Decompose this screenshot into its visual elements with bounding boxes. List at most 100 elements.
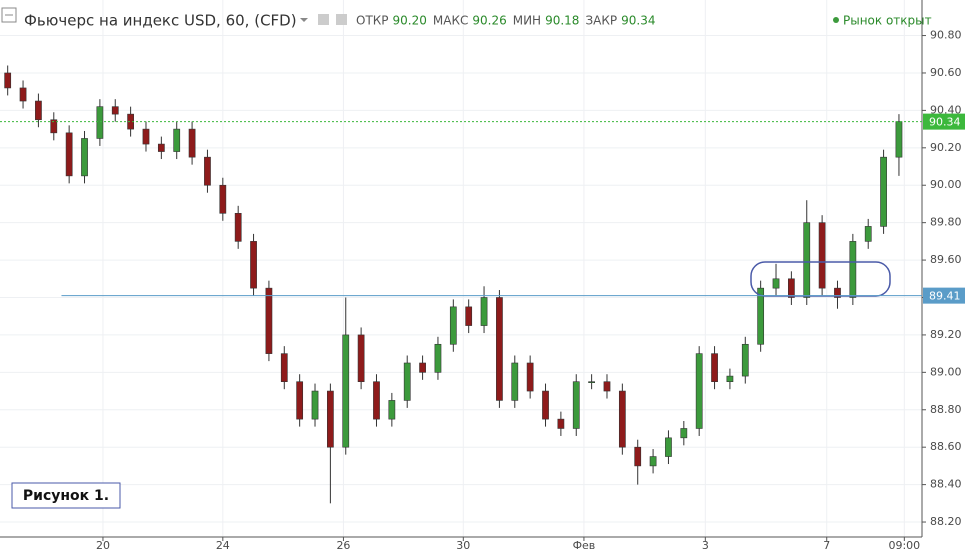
candle-body bbox=[280, 353, 288, 383]
dropdown-icon[interactable] bbox=[300, 18, 308, 22]
candle-body bbox=[50, 119, 58, 134]
candle-body bbox=[403, 362, 411, 401]
x-tick-label: 30 bbox=[456, 539, 470, 552]
candle-body bbox=[465, 306, 473, 326]
candle-body bbox=[111, 106, 119, 115]
candle-body bbox=[342, 334, 350, 448]
candle-body bbox=[557, 418, 565, 429]
price-label: 89.41 bbox=[929, 290, 961, 303]
candle-body bbox=[711, 353, 718, 383]
x-tick-label: 26 bbox=[336, 539, 350, 552]
ohlc-stats: ОТКР 90.20 МАКС 90.26 МИН 90.18 ЗАКР 90.34 bbox=[356, 14, 655, 28]
y-tick-label: 89.20 bbox=[930, 328, 962, 341]
y-tick-label: 90.00 bbox=[930, 178, 962, 191]
candle-body bbox=[419, 362, 426, 373]
x-tick-label: 20 bbox=[96, 539, 110, 552]
candle-body bbox=[726, 375, 734, 383]
candle-body bbox=[680, 428, 688, 439]
candle-body bbox=[96, 106, 104, 139]
candle-body bbox=[265, 287, 273, 354]
candle-body bbox=[588, 381, 595, 384]
settings-icon[interactable] bbox=[336, 14, 347, 25]
candle-body bbox=[327, 390, 334, 448]
stat-value: 90.18 bbox=[545, 14, 579, 28]
candle-body bbox=[81, 138, 88, 177]
candle-body bbox=[788, 278, 795, 298]
candle-body bbox=[834, 287, 841, 298]
y-tick-label: 88.60 bbox=[930, 440, 962, 453]
candle-body bbox=[449, 306, 457, 345]
candle-body bbox=[480, 297, 488, 326]
candle-body bbox=[142, 128, 150, 145]
y-tick-label: 90.40 bbox=[930, 103, 962, 116]
x-tick-label: 7 bbox=[823, 539, 830, 552]
y-tick-label: 89.00 bbox=[930, 365, 962, 378]
price-label-bg bbox=[923, 113, 965, 130]
candle-body bbox=[296, 381, 304, 420]
candle-body bbox=[803, 222, 811, 298]
candle-body bbox=[741, 343, 749, 377]
figure-label: Рисунок 1. bbox=[23, 488, 109, 504]
candle-body bbox=[757, 287, 765, 345]
candle-body bbox=[895, 121, 903, 158]
candle-body bbox=[526, 362, 534, 392]
grid bbox=[0, 0, 922, 537]
candle-body bbox=[35, 100, 42, 121]
candle-body bbox=[665, 437, 672, 457]
x-tick-label: 24 bbox=[216, 539, 230, 552]
figure-label-box bbox=[11, 482, 121, 509]
candle-body bbox=[204, 156, 211, 186]
candle-body bbox=[695, 353, 703, 429]
stat-value: 90.34 bbox=[621, 14, 655, 28]
stat-value: 90.20 bbox=[393, 14, 427, 28]
candle-body bbox=[772, 278, 780, 289]
toggle-icon[interactable] bbox=[1, 7, 17, 23]
candle-body bbox=[511, 362, 519, 401]
candle-body bbox=[618, 390, 626, 448]
price-label: 90.34 bbox=[929, 116, 961, 129]
candle-body bbox=[311, 390, 319, 420]
y-tick-label: 90.80 bbox=[930, 29, 962, 42]
candle-body bbox=[357, 334, 365, 383]
candle-body bbox=[649, 456, 657, 467]
candle-body bbox=[4, 72, 12, 89]
x-tick-label: Фев bbox=[573, 539, 596, 552]
stat-name: ЗАКР bbox=[585, 14, 617, 28]
candle-body bbox=[373, 381, 380, 420]
stat-name: МИН bbox=[513, 14, 541, 28]
price-label-bg bbox=[923, 287, 965, 304]
candle-body bbox=[234, 213, 242, 242]
stat-name: МАКС bbox=[433, 14, 468, 28]
candle-body bbox=[188, 128, 196, 158]
y-tick-label: 89.60 bbox=[930, 253, 962, 266]
candle-body bbox=[572, 381, 580, 429]
candle-body bbox=[173, 128, 181, 152]
y-tick-label: 88.20 bbox=[930, 515, 962, 528]
y-tick-label: 90.20 bbox=[930, 141, 962, 154]
y-tick-label: 90.60 bbox=[930, 66, 962, 79]
candle-body bbox=[849, 241, 857, 298]
stat-name: ОТКР bbox=[356, 14, 389, 28]
y-tick-label: 88.40 bbox=[930, 478, 962, 491]
candle-body bbox=[250, 241, 257, 289]
candle-body bbox=[818, 222, 826, 289]
x-tick-label: 3 bbox=[702, 539, 709, 552]
candle-body bbox=[19, 87, 27, 102]
candle-body bbox=[496, 297, 503, 401]
candle-body bbox=[434, 343, 442, 373]
candle-body bbox=[219, 184, 227, 214]
y-tick-label: 88.80 bbox=[930, 403, 962, 416]
y-tick-label: 89.80 bbox=[930, 216, 962, 229]
candle-body bbox=[864, 226, 872, 242]
status-dot bbox=[833, 17, 839, 23]
x-tick-label: 09:00 bbox=[888, 539, 920, 552]
stat-value: 90.26 bbox=[472, 14, 506, 28]
settings-icon[interactable] bbox=[318, 14, 329, 25]
chart-title: Фьючерс на индекс USD, 60, (CFD) bbox=[24, 12, 297, 30]
candle-body bbox=[65, 132, 73, 177]
candle-body bbox=[542, 390, 549, 420]
candle-body bbox=[388, 400, 396, 420]
market-status: Рынок открыт bbox=[843, 14, 932, 28]
candle-body bbox=[880, 156, 887, 227]
